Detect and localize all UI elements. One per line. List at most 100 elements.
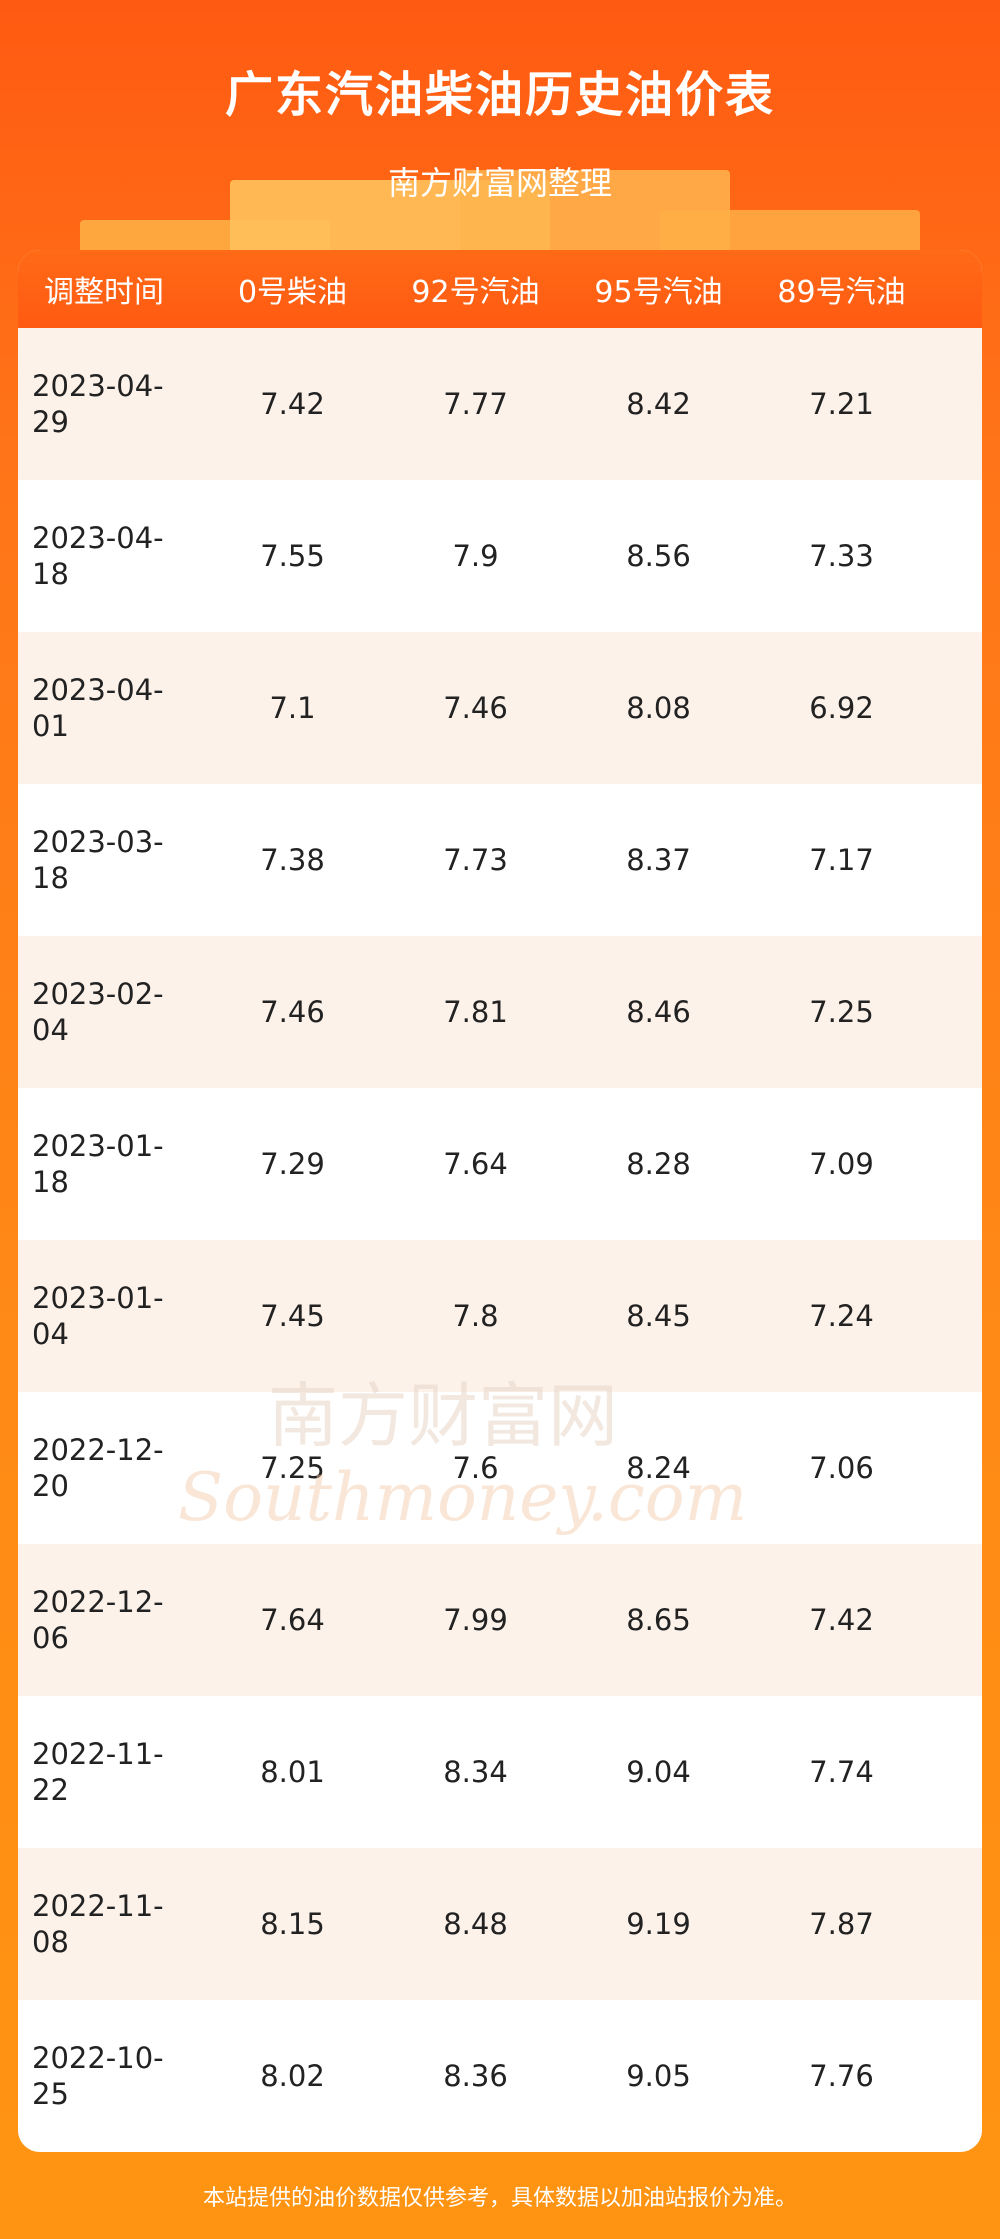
date-cell: 2023-03- 18 [18,824,201,896]
price-gasoline-95: 8.65 [626,1603,691,1637]
price-gasoline-89: 7.06 [809,1451,874,1485]
table-header: 调整时间 0号柴油 92号汽油 95号汽油 89号汽油 [18,250,982,328]
date-line-1: 2023-01- [32,1129,164,1163]
price-diesel-0: 7.1 [269,691,316,725]
price-table: 调整时间 0号柴油 92号汽油 95号汽油 89号汽油 2023-04- 29 7.… [18,250,982,2152]
price-gasoline-92: 7.73 [443,843,508,877]
table-row: 2023-02- 04 7.46 7.81 8.46 7.25 [18,936,982,1088]
date-line-1: 2023-04- [32,521,164,555]
column-header-gasoline-92: 92号汽油 [411,275,540,310]
date-line-2: 06 [32,1621,69,1655]
price-gasoline-92: 8.48 [443,1907,508,1941]
date-cell: 2022-11- 22 [18,1736,201,1808]
table-row: 2022-12- 20 7.25 7.6 8.24 7.06 [18,1392,982,1544]
date-line-1: 2023-02- [32,977,164,1011]
price-gasoline-95: 8.28 [626,1147,691,1181]
date-line-2: 20 [32,1469,69,1503]
date-line-2: 04 [32,1317,69,1351]
price-diesel-0: 7.45 [260,1299,325,1333]
price-gasoline-92: 7.77 [443,387,508,421]
date-cell: 2023-01- 04 [18,1280,201,1352]
table-row: 2023-04- 01 7.1 7.46 8.08 6.92 [18,632,982,784]
price-gasoline-95: 9.19 [626,1907,691,1941]
price-gasoline-95: 8.37 [626,843,691,877]
price-gasoline-92: 7.6 [452,1451,499,1485]
date-line-1: 2023-03- [32,825,164,859]
price-gasoline-89: 7.74 [809,1755,874,1789]
date-line-1: 2022-11- [32,1737,164,1771]
price-gasoline-92: 7.8 [452,1299,499,1333]
price-gasoline-95: 9.04 [626,1755,691,1789]
price-gasoline-89: 7.21 [809,387,874,421]
price-gasoline-95: 8.42 [626,387,691,421]
price-gasoline-92: 7.64 [443,1147,508,1181]
price-diesel-0: 8.15 [260,1907,325,1941]
table-row: 2023-01- 18 7.29 7.64 8.28 7.09 [18,1088,982,1240]
price-diesel-0: 7.55 [260,539,325,573]
date-line-2: 25 [32,2077,69,2111]
page-title: 广东汽油柴油历史油价表 [224,67,775,123]
price-gasoline-89: 6.92 [809,691,874,725]
date-line-1: 2022-11- [32,1889,164,1923]
price-gasoline-95: 8.24 [626,1451,691,1485]
price-diesel-0: 7.38 [260,843,325,877]
date-cell: 2023-04- 01 [18,672,201,744]
price-gasoline-92: 8.36 [443,2059,508,2093]
price-gasoline-95: 8.08 [626,691,691,725]
column-header-date: 调整时间 [44,275,164,310]
page-subtitle: 南方财富网整理 [387,164,612,202]
price-gasoline-95: 8.56 [626,539,691,573]
table-body: 2023-04- 29 7.42 7.77 8.42 7.21 2023-04- 18 7.55… [18,328,982,2152]
date-cell: 2022-12- 20 [18,1432,201,1504]
price-gasoline-89: 7.42 [809,1603,874,1637]
date-cell: 2022-11- 08 [18,1888,201,1960]
price-gasoline-89: 7.33 [809,539,874,573]
column-header-gasoline-89: 89号汽油 [777,275,906,310]
price-diesel-0: 7.64 [260,1603,325,1637]
date-line-1: 2022-10- [32,2041,164,2075]
price-gasoline-89: 7.87 [809,1907,874,1941]
table-row: 2022-11- 08 8.15 8.48 9.19 7.87 [18,1848,982,2000]
price-gasoline-92: 8.34 [443,1755,508,1789]
column-header-gasoline-95: 95号汽油 [594,275,723,310]
price-gasoline-95: 9.05 [626,2059,691,2093]
price-gasoline-89: 7.24 [809,1299,874,1333]
date-line-1: 2023-04- [32,673,164,707]
date-line-1: 2022-12- [32,1585,164,1619]
date-cell: 2022-10- 25 [18,2040,201,2112]
price-gasoline-89: 7.25 [809,995,874,1029]
price-gasoline-89: 7.17 [809,843,874,877]
price-diesel-0: 7.29 [260,1147,325,1181]
table-row: 2023-04- 29 7.42 7.77 8.42 7.21 [18,328,982,480]
table-row: 2023-04- 18 7.55 7.9 8.56 7.33 [18,480,982,632]
date-line-1: 2023-01- [32,1281,164,1315]
price-diesel-0: 7.25 [260,1451,325,1485]
date-line-2: 04 [32,1013,69,1047]
price-gasoline-92: 7.99 [443,1603,508,1637]
date-line-1: 2023-04- [32,369,164,403]
price-gasoline-92: 7.9 [452,539,499,573]
table-row: 2022-12- 06 7.64 7.99 8.65 7.42 [18,1544,982,1696]
table-row: 2022-10- 25 8.02 8.36 9.05 7.76 [18,2000,982,2152]
date-line-2: 18 [32,861,69,895]
price-gasoline-95: 8.45 [626,1299,691,1333]
price-gasoline-95: 8.46 [626,995,691,1029]
decorative-podium [80,150,920,260]
price-gasoline-89: 7.09 [809,1147,874,1181]
table-row: 2023-01- 04 7.45 7.8 8.45 7.24 [18,1240,982,1392]
table-row: 2022-11- 22 8.01 8.34 9.04 7.74 [18,1696,982,1848]
price-diesel-0: 7.46 [260,995,325,1029]
price-diesel-0: 8.01 [260,1755,325,1789]
banner: 广东汽油柴油历史油价表 南方财富网整理 [0,0,1000,260]
date-cell: 2023-01- 18 [18,1128,201,1200]
disclaimer-footer: 本站提供的油价数据仅供参考，具体数据以加油站报价为准。 [202,2186,797,2211]
date-line-2: 01 [32,709,69,743]
price-diesel-0: 7.42 [260,387,325,421]
table-row: 2023-03- 18 7.38 7.73 8.37 7.17 [18,784,982,936]
date-line-2: 18 [32,557,69,591]
date-cell: 2023-04- 18 [18,520,201,592]
price-gasoline-92: 7.81 [443,995,508,1029]
column-header-diesel-0: 0号柴油 [237,275,348,310]
date-line-1: 2022-12- [32,1433,164,1467]
date-line-2: 08 [32,1925,69,1959]
